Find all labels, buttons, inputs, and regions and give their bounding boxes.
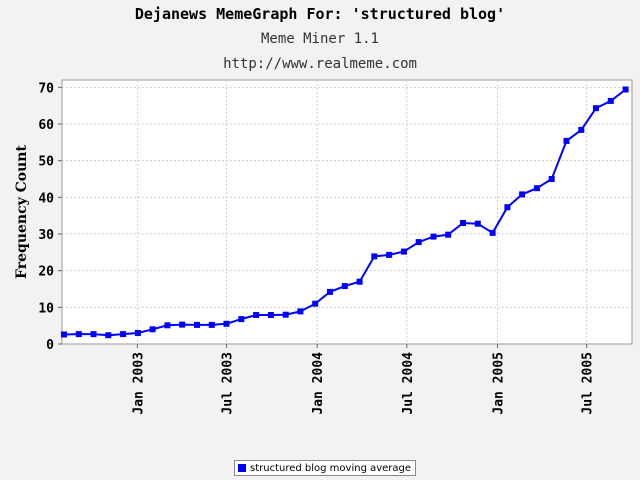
data-point xyxy=(149,326,156,333)
x-tick-label: Jan 2003 xyxy=(131,352,146,415)
data-point xyxy=(400,248,407,255)
data-point xyxy=(134,330,141,336)
data-point xyxy=(238,316,245,323)
y-tick-label: 40 xyxy=(38,191,54,206)
y-tick-label: 0 xyxy=(46,338,54,353)
data-point xyxy=(312,300,319,307)
data-point xyxy=(622,86,629,93)
data-point xyxy=(415,239,422,246)
data-point xyxy=(356,278,363,285)
data-point xyxy=(253,312,260,318)
chart-subtitle: Meme Miner 1.1 xyxy=(260,31,379,47)
data-point xyxy=(519,191,526,198)
x-tick-label: Jul 2005 xyxy=(581,352,596,415)
y-axis-ticks: 0 10 20 30 40 50 60 70 xyxy=(38,81,62,353)
data-point xyxy=(548,176,555,182)
x-tick-label: Jul 2003 xyxy=(221,352,236,415)
y-axis-label: Frequency Count xyxy=(14,145,30,279)
data-point xyxy=(327,288,333,295)
y-tick-label: 20 xyxy=(38,265,54,280)
data-point xyxy=(75,331,82,338)
data-point xyxy=(533,185,540,192)
data-point xyxy=(297,308,304,315)
data-point xyxy=(267,312,274,318)
x-tick-label: Jul 2004 xyxy=(401,352,416,415)
data-point xyxy=(474,220,481,227)
data-point xyxy=(563,137,570,144)
data-point xyxy=(430,233,437,240)
series-structured-blog xyxy=(61,86,629,339)
data-point xyxy=(371,253,378,260)
data-point xyxy=(445,231,452,238)
data-point xyxy=(489,229,496,236)
data-point xyxy=(223,320,230,327)
data-point xyxy=(61,331,67,338)
data-point xyxy=(90,331,97,338)
data-point xyxy=(164,322,171,329)
chart-title: Dejanews MemeGraph For: 'structured blog… xyxy=(134,5,506,23)
legend: structured blog moving average xyxy=(234,460,417,476)
plot-area xyxy=(61,79,633,345)
data-point xyxy=(341,283,348,290)
data-point xyxy=(105,332,112,339)
y-tick-label: 70 xyxy=(38,81,54,96)
data-point xyxy=(208,321,215,328)
data-point xyxy=(282,311,289,318)
data-point xyxy=(593,105,599,112)
data-point xyxy=(120,331,127,338)
y-tick-label: 30 xyxy=(38,228,54,243)
data-point xyxy=(578,126,585,133)
data-point xyxy=(607,97,614,104)
y-tick-label: 50 xyxy=(38,155,54,170)
x-tick-label: Jan 2004 xyxy=(311,352,326,415)
data-point xyxy=(194,321,200,328)
data-point xyxy=(386,251,393,258)
x-tick-label: Jan 2005 xyxy=(492,352,507,415)
legend-label: structured blog moving average xyxy=(250,462,412,474)
data-point xyxy=(504,204,511,211)
x-axis-ticks: Jan 2003 Jul 2003 Jan 2004 Jul 2004 Jan 2005… xyxy=(131,344,596,415)
y-tick-label: 10 xyxy=(38,301,54,316)
legend-swatch xyxy=(238,464,246,472)
grid-lines xyxy=(62,80,632,344)
chart-url: http://www.realmeme.com xyxy=(223,56,417,72)
data-point xyxy=(179,321,186,328)
y-tick-label: 60 xyxy=(38,118,54,133)
data-point xyxy=(460,220,466,226)
